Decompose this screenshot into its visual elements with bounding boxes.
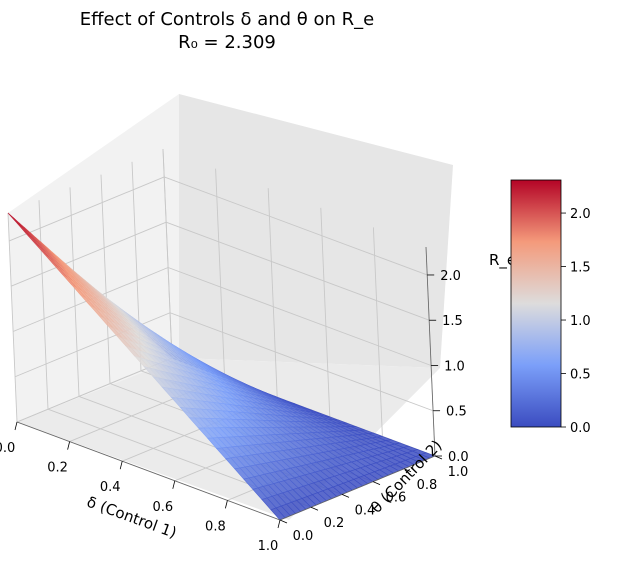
grid-line-left-pane bbox=[10, 221, 167, 287]
x-tick-label: 0.8 bbox=[205, 519, 226, 534]
y-tick-mark bbox=[434, 455, 443, 460]
grid-line-left-pane bbox=[9, 176, 165, 242]
back-right-pane bbox=[179, 94, 453, 368]
grid-line-left-pane bbox=[7, 212, 18, 423]
x-tick-mark bbox=[67, 441, 70, 450]
z-tick-label: 0.5 bbox=[446, 405, 467, 420]
y-tick-mark bbox=[372, 481, 381, 485]
z-tick-label: 2.0 bbox=[440, 269, 461, 284]
grid-line-right-pane bbox=[167, 267, 432, 366]
grid-line-left-pane bbox=[14, 312, 171, 378]
y-tick-mark bbox=[310, 506, 319, 511]
y-tick-label: 0.4 bbox=[355, 503, 376, 518]
x-tick-mark bbox=[225, 500, 228, 509]
colorbar-tick-label: 2.0 bbox=[570, 207, 591, 222]
grid-line-right-pane bbox=[267, 188, 278, 398]
colorbar-tick-label: 1.0 bbox=[570, 314, 591, 329]
z-tick-label: 0.0 bbox=[448, 450, 469, 465]
x-axis-line bbox=[16, 421, 281, 521]
y-tick-mark bbox=[341, 494, 350, 498]
z-tick-label: 1.0 bbox=[444, 359, 465, 374]
y-tick-label: 0.2 bbox=[324, 516, 345, 531]
y-tick-label: 0.8 bbox=[417, 478, 438, 493]
colorbar-tick-label: 0.5 bbox=[570, 368, 591, 383]
y-tick-label: 0.6 bbox=[386, 491, 407, 506]
y-tick-label: 0.0 bbox=[293, 529, 314, 544]
y-tick-mark bbox=[403, 468, 412, 473]
grid-line-right-pane bbox=[320, 207, 331, 417]
y-tick-mark bbox=[279, 519, 288, 524]
x-tick-label: 0.4 bbox=[100, 480, 121, 495]
x-tick-mark bbox=[14, 421, 18, 431]
grid-line-left-pane bbox=[69, 187, 80, 397]
colorbar-ticks: 0.0 0.5 1.0 1.5 2.0 bbox=[561, 207, 591, 436]
axes: 0.00.20.40.60.81.00.00.20.40.60.81.00.00… bbox=[0, 246, 469, 554]
grid-line-left-pane bbox=[100, 174, 111, 384]
colorbar-tick-label: 0.0 bbox=[570, 421, 591, 436]
grid-line-left-pane bbox=[38, 200, 49, 410]
z-axis-label: R_e bbox=[489, 251, 516, 270]
chart-title: Effect of Controls δ and θ on R_e bbox=[80, 9, 375, 30]
grid-line-right-pane bbox=[165, 221, 430, 321]
colorbar: 0.0 0.5 1.0 1.5 2.0 bbox=[510, 179, 591, 436]
x-tick-label: 0.6 bbox=[152, 500, 173, 515]
colorbar-gradient bbox=[510, 179, 562, 428]
z-tick-label: 1.5 bbox=[442, 314, 463, 329]
grid-line-right-pane bbox=[372, 227, 383, 437]
x-tick-mark bbox=[172, 480, 176, 489]
grid-line-right-pane bbox=[162, 148, 173, 359]
y-tick-label: 1.0 bbox=[448, 465, 469, 480]
x-tick-label: 0.2 bbox=[47, 461, 68, 476]
x-tick-mark bbox=[277, 519, 281, 529]
x-tick-mark bbox=[119, 461, 123, 470]
chart-subtitle: R₀ = 2.309 bbox=[178, 32, 276, 53]
grid-line-right-pane bbox=[164, 176, 428, 276]
grid-line-right-pane bbox=[169, 312, 434, 412]
x-tick-label: 0.0 bbox=[0, 441, 15, 456]
surface bbox=[7, 212, 436, 521]
x-tick-label: 1.0 bbox=[258, 539, 279, 554]
grid-line-right-pane bbox=[215, 168, 226, 378]
y-axis-line bbox=[279, 455, 436, 521]
z-axis-line bbox=[425, 246, 436, 457]
colorbar-tick-label: 1.5 bbox=[570, 261, 591, 276]
